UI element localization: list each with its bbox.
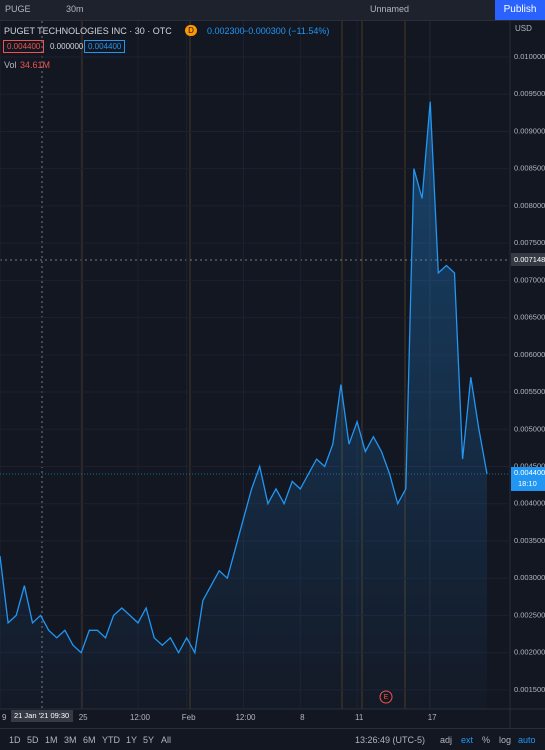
countdown: 18:10 xyxy=(518,479,537,488)
flag: D xyxy=(185,25,197,36)
interval[interactable]: 30m xyxy=(66,4,84,14)
crosshair-time-tag xyxy=(11,710,73,722)
range-button[interactable]: All xyxy=(161,735,172,745)
vol-label: Vol xyxy=(4,60,17,70)
y-tick-label: 0.003500 xyxy=(514,536,545,545)
y-tick-label: 0.004000 xyxy=(514,499,545,508)
option-button[interactable]: ext xyxy=(461,735,474,745)
range-button[interactable]: 1Y xyxy=(126,735,138,745)
y-tick-label: 0.003000 xyxy=(514,573,545,582)
chart: USD 0.001500 0.002000 0.002500 0.003000 0.00… xyxy=(0,21,545,729)
crosshair-time: 21 Jan '21 09:30 xyxy=(14,711,69,720)
x-tick-label: 12:00 xyxy=(130,713,151,722)
y-tick-label: 0.002500 xyxy=(514,610,545,619)
x-tick-label: Feb xyxy=(182,713,196,722)
last-price-tag xyxy=(511,466,545,491)
legend-last: 0.002300 xyxy=(207,26,245,36)
crosshair-price-tag xyxy=(511,253,545,266)
x-tick-label: 11 xyxy=(355,713,364,722)
option-button[interactable]: adj xyxy=(440,735,453,745)
option-button[interactable]: % xyxy=(482,735,491,745)
layout-name[interactable]: Unnamed xyxy=(370,4,410,14)
bottom-bar: 1D 5D 1M 3M 6M YTD 1Y 5Y All 13:26:49 (UTC-5) adj e… xyxy=(0,728,545,750)
y-tick-label: 0.010000 xyxy=(514,52,545,61)
x-tick-label: 9 xyxy=(2,713,7,722)
x-tick-label: 8 xyxy=(300,713,305,722)
y-tick-label: 0.008000 xyxy=(514,201,545,210)
range-button[interactable]: 1M xyxy=(45,735,58,745)
range-button[interactable]: 5Y xyxy=(143,735,155,745)
crosshair-price: 0.007148 xyxy=(514,255,545,264)
area-fill xyxy=(0,101,487,709)
vol-value: 34.61M xyxy=(20,60,51,70)
symbol[interactable]: PUGE xyxy=(5,4,31,14)
range-button[interactable]: 5D xyxy=(27,735,39,745)
x-tick-label: 17 xyxy=(428,713,437,722)
y-tick-label: 0.004500 xyxy=(514,462,545,471)
y-tick-label: 0.005000 xyxy=(514,424,545,433)
event-marker xyxy=(379,690,393,704)
legend-box: 0.004400 xyxy=(84,40,126,53)
event-label: E xyxy=(384,694,389,701)
publish-button[interactable]: Publish xyxy=(495,0,545,20)
y-tick-label: 0.009500 xyxy=(514,89,545,98)
y-tick-label: 0.008500 xyxy=(514,164,545,173)
y-tick-label: 0.006500 xyxy=(514,313,545,322)
option-button[interactable]: log xyxy=(499,735,512,745)
y-tick-label: 0.007500 xyxy=(514,238,545,247)
currency: USD xyxy=(515,24,532,33)
y-tick-label: 0.006000 xyxy=(514,350,545,359)
x-tick-label: 25 xyxy=(79,713,88,722)
range-button[interactable]: 3M xyxy=(64,735,77,745)
option-button[interactable]: auto xyxy=(518,735,536,745)
x-tick-label: 12:00 xyxy=(235,713,256,722)
legend-box: 0.004400 xyxy=(3,40,45,53)
range-button[interactable]: 1D xyxy=(9,735,21,745)
y-tick-label: 0.001500 xyxy=(514,685,545,694)
range-button[interactable]: YTD xyxy=(102,735,120,745)
y-tick-label: 0.005500 xyxy=(514,387,545,396)
y-tick-label: 0.009000 xyxy=(514,126,545,135)
legend-box: 0.000000 xyxy=(50,42,84,51)
last-price-label: 0.004400 xyxy=(514,468,545,477)
range-button[interactable]: 6M xyxy=(83,735,96,745)
toolbar: PUGE 30m Unnamed Publish xyxy=(0,0,545,21)
legend-title: PUGET TECHNOLOGIES INC · 30 · OTC xyxy=(4,26,172,36)
price-line xyxy=(0,101,488,655)
y-tick-label: 0.002000 xyxy=(514,648,545,657)
y-tick-label: 0.007000 xyxy=(514,275,545,284)
clock[interactable]: 13:26:49 (UTC-5) xyxy=(355,735,426,745)
legend-change: −0.000300 (−11.54%) xyxy=(243,26,330,36)
